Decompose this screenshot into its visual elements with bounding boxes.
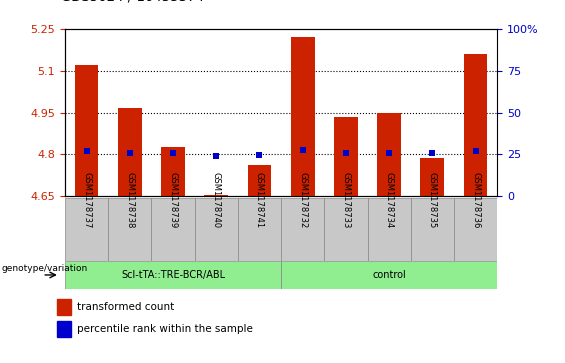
Bar bbox=[411, 198, 454, 261]
Bar bbox=[281, 198, 324, 261]
Text: control: control bbox=[372, 270, 406, 280]
Bar bbox=[420, 158, 444, 196]
Bar bbox=[324, 198, 368, 261]
Text: GSM1178736: GSM1178736 bbox=[471, 172, 480, 228]
Text: GSM1178732: GSM1178732 bbox=[298, 172, 307, 228]
Bar bbox=[464, 54, 488, 196]
Bar bbox=[281, 261, 497, 289]
Text: transformed count: transformed count bbox=[77, 302, 175, 312]
Text: GSM1178741: GSM1178741 bbox=[255, 172, 264, 228]
Bar bbox=[454, 198, 497, 261]
Bar bbox=[238, 198, 281, 261]
Text: GSM1178740: GSM1178740 bbox=[212, 172, 221, 228]
Text: GSM1178737: GSM1178737 bbox=[82, 172, 91, 228]
Bar bbox=[151, 198, 194, 261]
Text: GSM1178739: GSM1178739 bbox=[168, 172, 177, 228]
Bar bbox=[65, 198, 108, 261]
Bar bbox=[57, 299, 71, 315]
Text: GSM1178734: GSM1178734 bbox=[385, 172, 394, 228]
Text: GSM1178733: GSM1178733 bbox=[341, 172, 350, 228]
Bar bbox=[118, 109, 142, 196]
Bar bbox=[194, 198, 238, 261]
Bar bbox=[367, 198, 411, 261]
Text: percentile rank within the sample: percentile rank within the sample bbox=[77, 324, 253, 334]
Bar bbox=[75, 65, 98, 196]
Bar bbox=[377, 113, 401, 196]
Bar bbox=[334, 117, 358, 196]
Bar bbox=[247, 166, 271, 196]
Bar bbox=[161, 147, 185, 196]
Bar bbox=[57, 321, 71, 337]
Bar bbox=[65, 261, 281, 289]
Text: Scl-tTA::TRE-BCR/ABL: Scl-tTA::TRE-BCR/ABL bbox=[121, 270, 225, 280]
Bar bbox=[205, 195, 228, 196]
Text: genotype/variation: genotype/variation bbox=[1, 265, 88, 273]
Bar bbox=[108, 198, 151, 261]
Text: GSM1178738: GSM1178738 bbox=[125, 172, 134, 228]
Bar bbox=[291, 37, 315, 196]
Text: GSM1178735: GSM1178735 bbox=[428, 172, 437, 228]
Text: GDS5024 / 10455374: GDS5024 / 10455374 bbox=[61, 0, 205, 4]
